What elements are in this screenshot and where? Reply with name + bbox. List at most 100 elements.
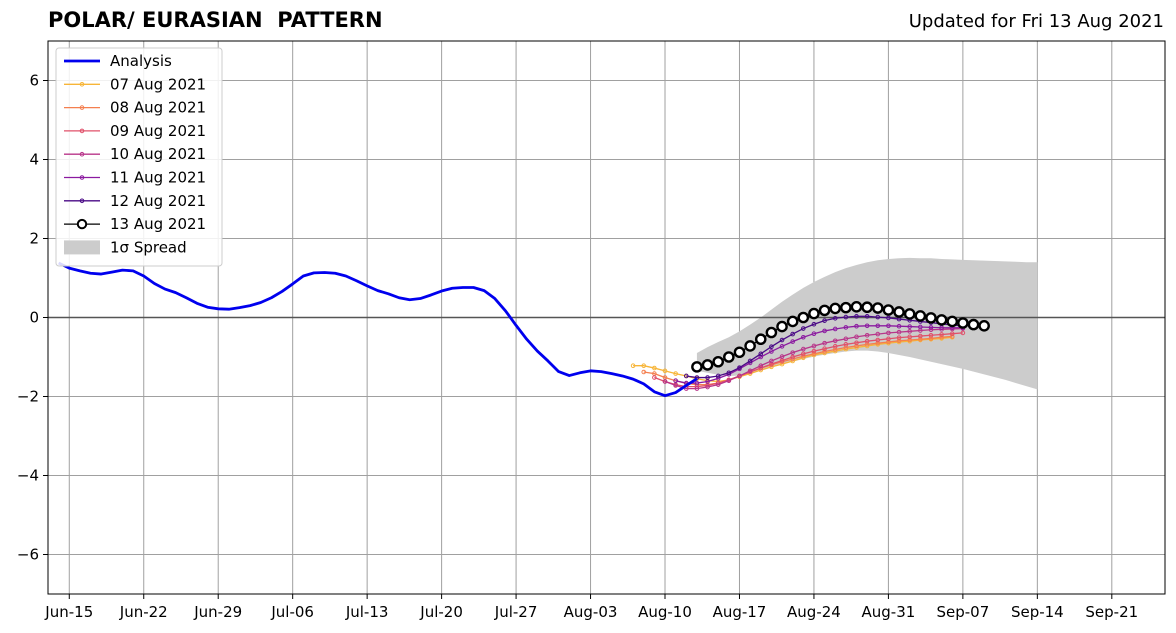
- latest-forecast-point: [925, 312, 937, 324]
- series-point: [790, 350, 795, 355]
- latest-forecast-point: [967, 318, 980, 331]
- series-point: [832, 315, 838, 321]
- series-point: [875, 323, 881, 329]
- y-tick-label: 6: [29, 72, 39, 90]
- series-point: [758, 351, 764, 357]
- series-point: [854, 340, 859, 346]
- latest-forecast-point: [871, 302, 884, 314]
- x-tick-label: Jun-29: [193, 603, 242, 621]
- series-point: [928, 332, 934, 338]
- series-line: [675, 325, 963, 384]
- series-point: [790, 339, 795, 344]
- x-tick-label: Aug-17: [713, 603, 767, 621]
- latest-forecast-point: [829, 302, 842, 315]
- x-tick-label: Aug-03: [564, 603, 618, 621]
- series-point: [705, 375, 710, 380]
- latest-forecast-point: [978, 319, 990, 332]
- series-point: [907, 329, 912, 334]
- series-point: [652, 375, 657, 380]
- series-point: [896, 335, 902, 340]
- series-point: [854, 314, 859, 319]
- series-point: [949, 334, 955, 339]
- y-tick-label: −4: [17, 467, 39, 485]
- series-point: [715, 373, 721, 379]
- latest-forecast-point: [861, 301, 873, 314]
- y-tick-label: 2: [29, 230, 39, 248]
- series-point: [864, 314, 870, 319]
- series-point: [811, 321, 817, 327]
- latest-forecast-point: [840, 301, 852, 314]
- latest-forecast-point: [914, 310, 927, 322]
- legend-label: 10 Aug 2021: [110, 145, 206, 163]
- series-line: [664, 327, 963, 390]
- x-tick-label: Sep-21: [1085, 603, 1138, 621]
- series-point: [769, 344, 774, 350]
- series-point: [875, 337, 881, 343]
- series-point: [864, 338, 870, 344]
- x-tick-label: Jul-13: [345, 603, 389, 621]
- series-point: [673, 371, 678, 376]
- legend: Analysis 07 Aug 2021 08 Aug 2021 09 Aug 202…: [55, 47, 223, 267]
- legend-label: 09 Aug 2021: [110, 122, 206, 140]
- legend-label: 13 Aug 2021: [110, 215, 206, 233]
- y-tick-label: 0: [29, 309, 39, 327]
- latest-forecast-point: [691, 361, 703, 373]
- latest-forecast-point: [893, 306, 905, 318]
- series-point: [960, 330, 966, 336]
- series-point: [907, 324, 912, 329]
- series-point: [705, 384, 710, 390]
- legend-label: 1σ Spread: [110, 238, 187, 256]
- legend-marker: [79, 105, 85, 110]
- legend-marker: [79, 128, 85, 134]
- series-point: [790, 331, 795, 337]
- series-point: [769, 349, 774, 354]
- latest-forecast-point: [935, 314, 948, 326]
- x-tick-label: Jun-15: [44, 603, 93, 621]
- series-line: [686, 315, 963, 379]
- series-point: [737, 365, 742, 370]
- x-tick-label: Jul-06: [270, 603, 314, 621]
- series-point: [726, 378, 732, 384]
- series-point: [779, 354, 785, 359]
- series-point: [811, 331, 817, 336]
- series-point: [790, 354, 795, 360]
- series-point: [662, 379, 668, 384]
- series-point: [886, 323, 891, 329]
- latest-forecast-point: [754, 333, 767, 346]
- series-point: [822, 346, 827, 352]
- chart-subtitle: Updated for Fri 13 Aug 2021: [908, 11, 1164, 32]
- series-point: [875, 314, 881, 320]
- legend-marker: [79, 82, 85, 87]
- series-point: [822, 328, 827, 334]
- chart-title: POLAR/ EURASIAN PATTERN: [48, 8, 383, 32]
- y-tick-label: −6: [17, 546, 39, 564]
- series-point: [811, 343, 817, 349]
- series-point: [886, 315, 891, 321]
- series-point: [758, 363, 764, 368]
- series-point: [843, 325, 849, 330]
- analysis-line: [58, 261, 698, 398]
- series-point: [662, 368, 668, 374]
- latest-forecast-point: [776, 320, 788, 333]
- series-point: [832, 338, 838, 344]
- x-tick-label: Jul-20: [419, 603, 463, 621]
- latest-forecast-point: [818, 304, 831, 317]
- series-point: [801, 326, 806, 331]
- legend-label: Analysis: [110, 52, 172, 70]
- latest-forecast-point: [797, 311, 810, 324]
- series-point: [949, 331, 955, 336]
- series-point: [673, 383, 678, 388]
- series-point: [854, 323, 859, 329]
- series-point: [779, 344, 785, 349]
- legend-marker: [79, 198, 85, 204]
- series-point: [822, 318, 827, 323]
- series-point: [832, 344, 838, 349]
- latest-forecast-point: [850, 301, 863, 313]
- series-point: [918, 324, 923, 330]
- series-point: [918, 333, 923, 339]
- series-point: [737, 373, 742, 379]
- legend-box: [55, 47, 223, 267]
- series-point: [896, 323, 902, 329]
- forecast-series: [662, 326, 966, 391]
